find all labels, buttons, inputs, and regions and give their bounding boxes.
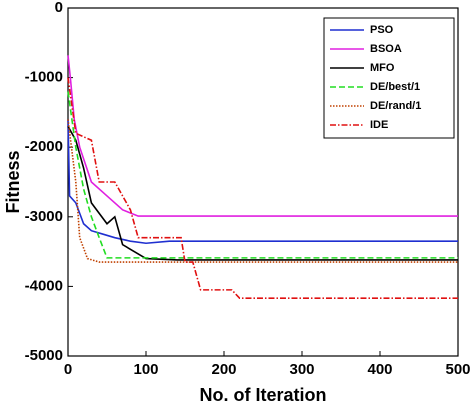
y-tick-label: -4000 <box>25 277 63 294</box>
legend-label: DE/rand/1 <box>370 100 421 112</box>
x-tick-label: 500 <box>445 361 470 378</box>
x-tick-label: 0 <box>64 361 72 378</box>
legend-box <box>323 17 455 139</box>
y-axis-title: Fitness <box>3 150 23 213</box>
plot-frame <box>67 7 459 357</box>
y-tick-label: -3000 <box>25 208 63 225</box>
legend-label: BSOA <box>370 43 402 55</box>
x-tick-label: 400 <box>367 361 392 378</box>
series-line <box>67 91 458 259</box>
y-tick-label: -5000 <box>25 347 63 364</box>
legend-label: IDE <box>370 119 388 131</box>
y-tick-label: -2000 <box>25 138 63 155</box>
x-tick-label: 200 <box>211 361 236 378</box>
series-line <box>67 55 458 217</box>
x-axis-title: No. of Iteration <box>200 385 327 405</box>
y-tick-label: 0 <box>55 0 63 16</box>
x-tick-label: 300 <box>289 361 314 378</box>
series-line <box>67 77 458 300</box>
legend-label: MFO <box>370 62 395 74</box>
x-tick-label: 100 <box>133 361 158 378</box>
series-line <box>67 125 458 261</box>
y-tick-label: -1000 <box>25 69 63 86</box>
legend-label: PSO <box>370 24 394 36</box>
legend-label: DE/best/1 <box>370 81 420 93</box>
series-line <box>67 119 458 263</box>
series-line <box>67 119 458 245</box>
